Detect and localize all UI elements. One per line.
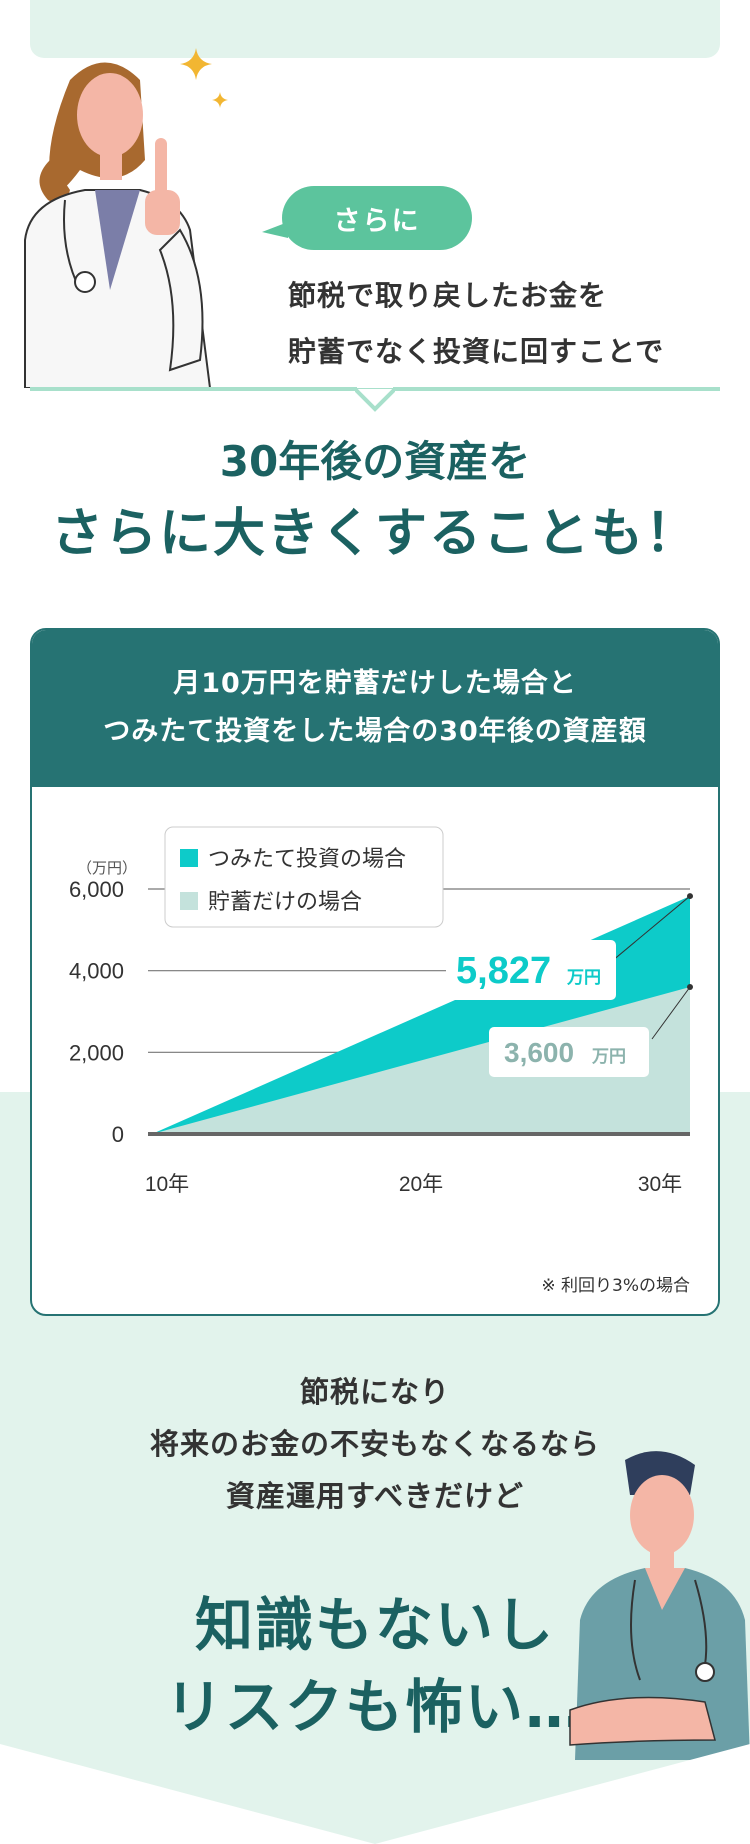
value-unit: 万円: [566, 968, 601, 987]
divider-notch: [355, 383, 395, 412]
intro-line-1: 節税で取り戻したお金を: [288, 279, 608, 312]
sparkle-icon: [180, 48, 212, 80]
value-label: 3,600: [504, 1037, 574, 1068]
y-tick-label: 2,000: [69, 1040, 124, 1065]
intro-text: 節税で取り戻したお金を 貯蓄でなく投資に回すことで: [288, 268, 728, 380]
y-unit-label: （万円）: [77, 860, 137, 877]
legend-swatch: [180, 849, 198, 867]
value-unit: 万円: [591, 1047, 626, 1066]
big-worry-line-1: 知識もないし: [194, 1591, 555, 1659]
big-worry-text: 知識もないし リスクも怖い…: [150, 1584, 600, 1748]
sparkle-small-icon: [212, 92, 228, 108]
callout-leader: [611, 895, 691, 962]
female-doctor-illustration: [24, 62, 212, 388]
worry-line-1: 節税になり: [299, 1375, 450, 1409]
big-worry-line-2: リスクも怖い…: [164, 1673, 585, 1741]
headline-line-2: さらに大きくすることも！: [50, 504, 699, 564]
y-tick-label: 4,000: [69, 959, 124, 984]
top-band: [30, 0, 720, 58]
value-label: 5,827: [456, 950, 551, 992]
bottom-white-chevron: [0, 1744, 750, 1844]
value-callout-box: [446, 940, 616, 1000]
x-tick-label: 10年: [145, 1173, 189, 1196]
worry-line-2: 将来のお金の不安もなくなるなら: [149, 1427, 600, 1461]
legend-swatch: [180, 892, 198, 910]
male-doctor-illustration: [569, 1451, 750, 1760]
value-callout-box: [489, 1027, 649, 1077]
yield-note: ※ 利回り3%の場合: [541, 1276, 690, 1296]
headline-line-1: 30年後の資産を: [219, 437, 531, 486]
legend-label: 貯蓄だけの場合: [208, 889, 362, 914]
legend-box: [164, 826, 444, 928]
y-tick-label: 6,000: [69, 877, 124, 902]
bubble-tail: [262, 222, 288, 238]
worry-line-3: 資産運用すべきだけど: [226, 1479, 524, 1513]
intro-line-2: 貯蓄でなく投資に回すことで: [288, 335, 665, 368]
y-tick-label: 0: [112, 1122, 124, 1147]
asset-area-chart: （万円）6,000 4,000 2,000 0 5,827 万円 3,600 万円 10年 20年…: [69, 826, 693, 1196]
series-area-savings: [152, 987, 690, 1134]
legend-label: つみたて投資の場合: [208, 846, 406, 871]
callout-leader: [651, 986, 691, 1040]
headline: 30年後の資産を さらに大きくすることも！: [0, 430, 750, 574]
sarani-speech-bubble: さらに: [282, 186, 472, 250]
chart-header-line-2: つみたて投資をした場合の30年後の資産額: [103, 716, 647, 747]
chart-header-line-1: 月10万円を貯蓄だけした場合と: [173, 668, 577, 699]
asset-chart-card: 月10万円を貯蓄だけした場合と つみたて投資をした場合の30年後の資産額 （万円…: [30, 628, 720, 1316]
worry-text: 節税になり 将来のお金の不安もなくなるなら 資産運用すべきだけど: [0, 1366, 750, 1522]
x-tick-label: 20年: [399, 1173, 443, 1196]
x-tick-label: 30年: [638, 1173, 682, 1196]
chart-header: 月10万円を貯蓄だけした場合と つみたて投資をした場合の30年後の資産額: [32, 630, 718, 787]
